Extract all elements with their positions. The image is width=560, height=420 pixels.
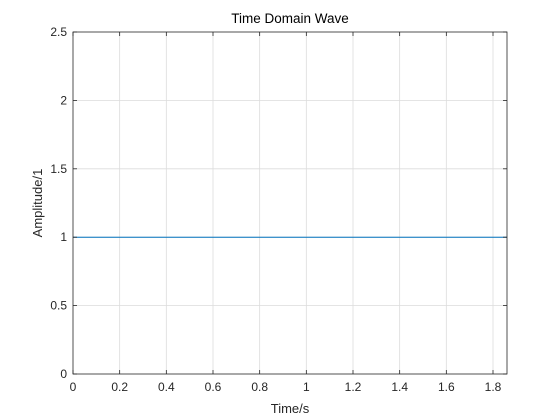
- plot-background: [73, 32, 507, 374]
- y-ticks: 0 0.5 1 1.5 2 2.5: [50, 25, 507, 381]
- y-tick-label: 0: [60, 367, 67, 381]
- y-axis-label: Amplitude/1: [30, 169, 45, 238]
- y-tick-label: 1: [60, 230, 67, 244]
- x-tick-label: 1.4: [391, 380, 408, 394]
- x-tick-label: 0.4: [158, 380, 175, 394]
- x-ticks: 0 0.2 0.4 0.6 0.8 1 1.2 1.4 1.6 1.8: [70, 32, 502, 394]
- x-tick-label: 0.8: [251, 380, 268, 394]
- x-tick-label: 1.6: [438, 380, 455, 394]
- x-axis-label: Time/s: [271, 401, 310, 416]
- chart-title: Time Domain Wave: [231, 11, 349, 26]
- x-tick-label: 1.2: [345, 380, 362, 394]
- plot-frame: [72, 31, 508, 375]
- x-tick-label: 0.2: [111, 380, 128, 394]
- y-tick-label: 2: [60, 93, 67, 107]
- x-tick-label: 1: [303, 380, 310, 394]
- y-tick-label: 1.5: [50, 162, 67, 176]
- y-tick-label: 0.5: [50, 299, 67, 313]
- y-tick-label: 2.5: [50, 25, 67, 39]
- x-tick-label: 0.6: [205, 380, 222, 394]
- x-tick-label: 1.8: [485, 380, 502, 394]
- x-tick-label: 0: [70, 380, 77, 394]
